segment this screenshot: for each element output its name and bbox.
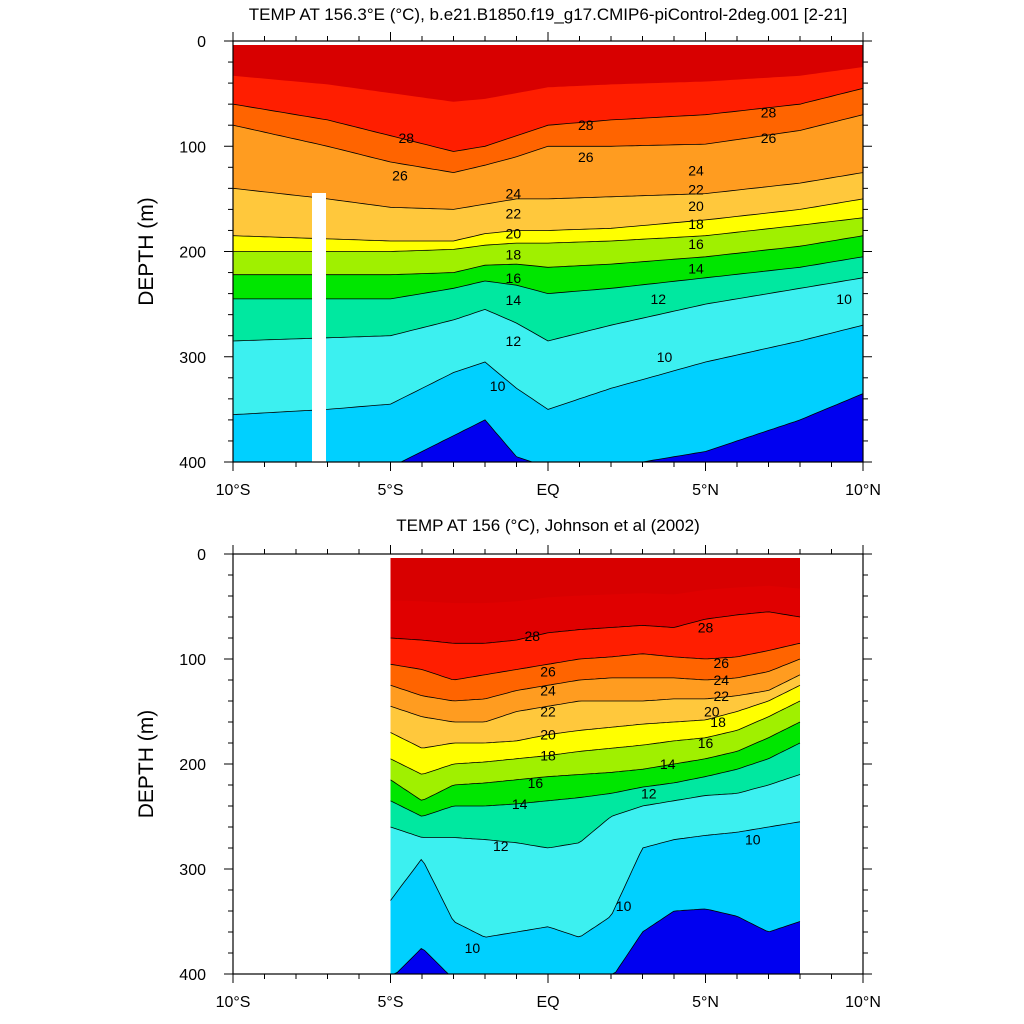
- isotherm-line-10: [390, 821, 801, 938]
- y-tick-label: 300: [179, 862, 206, 879]
- y-tick-label: 200: [179, 245, 206, 262]
- contour-label: 12: [650, 291, 666, 307]
- x-tick-label: 5°N: [692, 482, 719, 499]
- chart-title: TEMP AT 156.3°E (°C), b.e21.B1850.f19_g1…: [249, 5, 848, 24]
- contour-label: 28: [398, 130, 414, 146]
- contour-label: 26: [392, 168, 408, 184]
- x-tick-label: 10°S: [216, 994, 251, 1011]
- contour-label: 20: [688, 198, 704, 214]
- x-tick-label: 5°S: [378, 994, 404, 1011]
- y-tick-label: 0: [197, 34, 206, 51]
- contour-label: 26: [578, 149, 594, 165]
- isotherm-line-18: [390, 700, 801, 775]
- contour-label: 16: [688, 236, 704, 252]
- isotherm-line-16: [233, 235, 864, 276]
- contour-label: 12: [506, 333, 522, 349]
- isotherm-line-20: [232, 198, 864, 242]
- contour-label: 18: [540, 748, 556, 764]
- contour-label: 16: [506, 270, 522, 286]
- y-tick-label: 0: [197, 547, 206, 564]
- x-tick-label: EQ: [536, 482, 559, 499]
- model-temperature-panel: 2828282626262424222220201818161614141212…: [135, 5, 881, 499]
- contour-label: 10: [657, 349, 673, 365]
- contour-label: 18: [710, 714, 726, 730]
- isotherm-line-16: [390, 721, 801, 801]
- contour-label: 28: [761, 105, 777, 121]
- isotherm-line-14: [233, 256, 864, 300]
- y-axis-label: DEPTH (m): [135, 197, 158, 306]
- band-fill-warmest: [390, 558, 800, 604]
- contour-label: 22: [540, 704, 556, 720]
- contour-label: 14: [688, 260, 704, 276]
- contour-label: 14: [512, 796, 528, 812]
- isotherm-line-24: [232, 172, 864, 210]
- chart-title: TEMP AT 156 (°C), Johnson et al (2002): [396, 516, 700, 535]
- contour-label: 10: [465, 940, 481, 956]
- contour-label: 26: [761, 130, 777, 146]
- contour-label: 10: [836, 291, 852, 307]
- contour-label: 24: [506, 186, 522, 202]
- contour-label: 22: [713, 688, 729, 704]
- contour-label: 24: [713, 672, 729, 688]
- contour-label: 20: [506, 226, 522, 242]
- x-tick-label: EQ: [536, 994, 559, 1011]
- isotherm-line-22: [390, 674, 801, 723]
- isotherm-line-26: [232, 114, 864, 174]
- isotherm-line-28: [390, 611, 801, 644]
- isotherm-line-12: [232, 277, 864, 342]
- isotherm-line-10: [232, 324, 864, 415]
- contour-label: 14: [506, 292, 522, 308]
- contour-label: 22: [506, 206, 522, 222]
- y-axis-label: DEPTH (m): [135, 710, 158, 819]
- x-tick-label: 10°N: [845, 994, 881, 1011]
- isotherm-line-14: [390, 742, 801, 817]
- contour-label: 28: [578, 117, 594, 133]
- contour-label: 26: [540, 664, 556, 680]
- isotherm-line-12: [390, 774, 801, 849]
- x-tick-label: 10°N: [845, 482, 881, 499]
- band-fill-warmest: [233, 45, 863, 102]
- contour-label: 28: [524, 628, 540, 644]
- contour-label: 14: [660, 756, 676, 772]
- y-tick-label: 400: [179, 967, 206, 984]
- y-tick-label: 200: [179, 757, 206, 774]
- missing-data-column: [312, 193, 326, 462]
- contour-label: 18: [506, 247, 522, 263]
- contour-label: 16: [528, 775, 544, 791]
- y-tick-label: 100: [179, 139, 206, 156]
- contour-label: 12: [493, 838, 509, 854]
- isotherm-line-28: [232, 88, 864, 152]
- y-tick-label: 300: [179, 350, 206, 367]
- y-tick-label: 100: [179, 652, 206, 669]
- isotherm-line-20: [390, 684, 801, 749]
- contour-label: 28: [698, 620, 714, 636]
- contour-label: 24: [688, 162, 704, 178]
- contour-label: 16: [698, 735, 714, 751]
- contour-label: 24: [540, 683, 556, 699]
- contour-label: 10: [745, 832, 761, 848]
- contour-label: 10: [490, 378, 506, 394]
- contour-label: 20: [540, 727, 556, 743]
- contour-label: 18: [688, 216, 704, 232]
- isotherm-line-26: [390, 642, 801, 681]
- y-tick-label: 400: [179, 455, 206, 472]
- contour-label: 20: [704, 704, 720, 720]
- isotherm-line-24: [390, 658, 801, 702]
- contour-label: 22: [688, 181, 704, 197]
- contour-label: 10: [616, 898, 632, 914]
- isotherm-line-18: [233, 217, 864, 252]
- contour-label: 26: [713, 655, 729, 671]
- x-tick-label: 10°S: [216, 482, 251, 499]
- x-tick-label: 5°N: [692, 994, 719, 1011]
- contour-label: 12: [641, 785, 657, 801]
- x-tick-label: 5°S: [378, 482, 404, 499]
